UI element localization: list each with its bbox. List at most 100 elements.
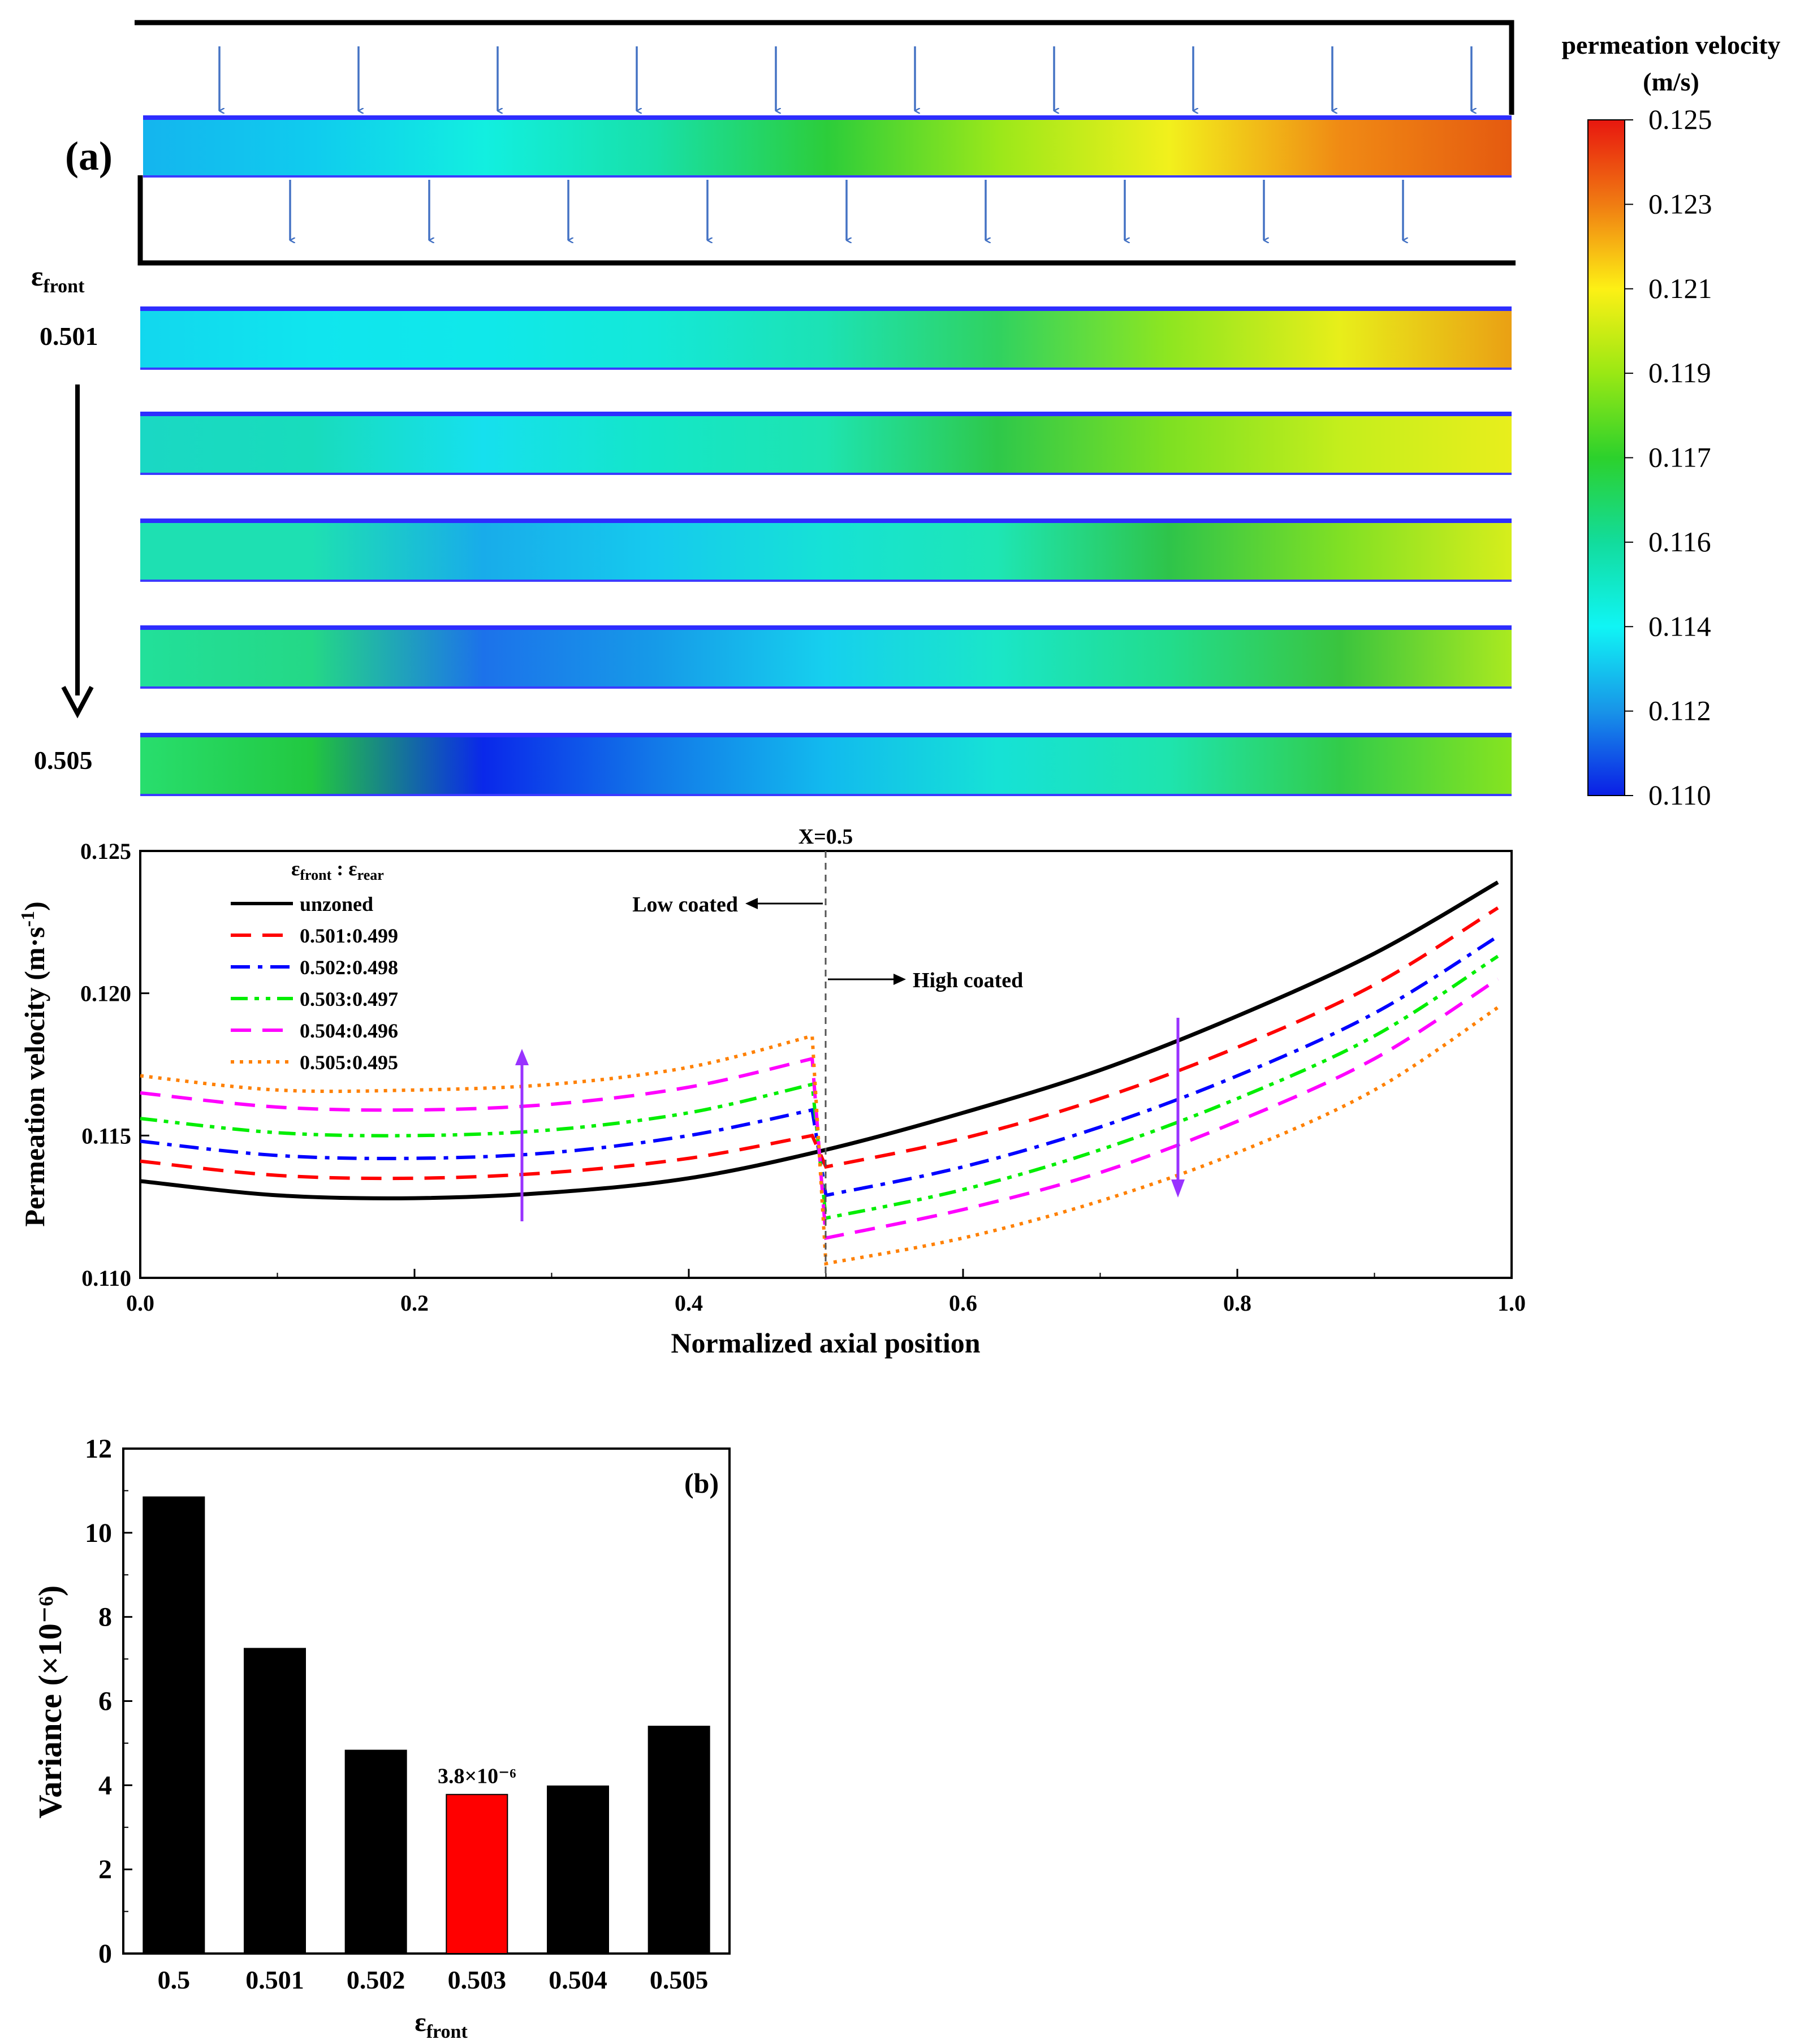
bar-chart-bars: 3.8×10⁻⁶ — [143, 1496, 710, 1955]
colorbar-unit: (m/s) — [1643, 67, 1699, 96]
channel-wall-bottom — [137, 175, 1516, 266]
series-line — [140, 935, 1499, 1198]
bar-x-tick-label: 0.501 — [245, 1965, 304, 1994]
ylabel-exp: -1 — [18, 911, 38, 927]
y-tick-label: 0.125 — [80, 839, 131, 864]
legend-title: εfront : εrear — [291, 857, 384, 883]
x-tick-label: 0.6 — [949, 1290, 977, 1316]
series-line — [140, 906, 1499, 1181]
epsilon-direction-arrowhead — [61, 686, 94, 719]
series-line — [140, 977, 1499, 1241]
legend-title-sub-rear: rear — [357, 867, 384, 883]
ylabel-close: ) — [19, 901, 50, 911]
line-chart-ylabel: Permeation velocity (m·s-1) — [18, 901, 50, 1226]
bar-x-tick-label: 0.504 — [549, 1965, 607, 1994]
colorbar-tick-label: 0.116 — [1648, 526, 1711, 558]
bar-y-tick-label: 10 — [85, 1518, 112, 1548]
high-coated-label: High coated — [913, 969, 1023, 992]
bar-y-tick-label: 2 — [98, 1855, 112, 1885]
bar-x-tick-label: 0.505 — [650, 1965, 709, 1994]
flow-arrows — [218, 46, 1471, 240]
colorbar-title: permeation velocity — [1561, 31, 1780, 59]
bar-xlabel-symbol: ε — [415, 2007, 426, 2037]
line-chart: 0.0 0.2 0.4 0.6 0.8 1.0 0.110 0.115 0.120 0.125 X… — [18, 825, 1526, 1359]
bar-chart-xlabel: εfront — [415, 2007, 468, 2042]
bar — [547, 1785, 609, 1955]
x-tick-label: 0.4 — [675, 1290, 703, 1316]
epsilon-start-value: 0.501 — [40, 322, 98, 351]
contour-strip — [143, 115, 1512, 178]
contour-strip — [140, 625, 1512, 689]
legend-entry: 0.503:0.497 — [300, 988, 398, 1010]
legend-title-eps-front: ε — [291, 857, 300, 880]
bar-chart-frame — [122, 1447, 731, 1955]
bar-y-tick-label: 4 — [98, 1770, 112, 1800]
high-coated-arrowhead — [893, 974, 906, 985]
bar-data-label: 3.8×10⁻⁶ — [438, 1765, 516, 1788]
strip-wall-top — [140, 625, 1512, 630]
bar-y-tick-label: 0 — [98, 1939, 112, 1969]
series-line — [140, 1006, 1499, 1266]
legend-title-colon: : ε — [331, 857, 357, 880]
bar-y-tick-label: 8 — [98, 1602, 112, 1632]
ylabel-main: Permeation velocity (m·s — [19, 927, 50, 1226]
colorbar-ticks: 0.125 0.123 0.121 0.119 0.117 0.116 0.114 0.112… — [1625, 103, 1712, 811]
legend-entry: 0.504:0.496 — [300, 1019, 398, 1042]
colorbar-tick-label: 0.112 — [1648, 695, 1711, 727]
line-chart-xlabel: Normalized axial position — [671, 1327, 980, 1359]
strip-wall-bottom — [140, 686, 1512, 689]
epsilon-subscript: front — [43, 276, 85, 297]
panel-b-label: (b) — [684, 1467, 719, 1499]
colorbar-tick-label: 0.119 — [1648, 357, 1711, 388]
bar — [446, 1794, 508, 1955]
bar-xlabel-sub: front — [426, 2021, 468, 2042]
strip-wall-top — [140, 412, 1512, 416]
epsilon-symbol: ε — [31, 260, 43, 292]
x-tick-label: 0.8 — [1223, 1290, 1251, 1316]
contour-strip — [140, 733, 1512, 796]
bar — [143, 1496, 205, 1954]
strip-wall-top — [140, 518, 1512, 523]
bar-y-tick-label: 6 — [98, 1687, 112, 1717]
low-coated-arrowhead — [745, 898, 758, 909]
colorbar-tick-label: 0.114 — [1648, 610, 1711, 642]
strip-wall-bottom — [140, 794, 1512, 796]
panel-a-label: (a) — [65, 133, 113, 179]
bar-y-tick-label: 12 — [85, 1434, 112, 1464]
trend-arrow-up-head — [515, 1049, 529, 1065]
y-tick-label: 0.120 — [80, 981, 131, 1006]
bar-x-tick-label: 0.503 — [448, 1965, 507, 1994]
colorbar-tick-label: 0.121 — [1648, 273, 1712, 304]
bar — [244, 1648, 306, 1955]
contour-strip — [140, 412, 1512, 475]
y-tick-label: 0.115 — [81, 1123, 131, 1148]
strip-wall-top — [140, 306, 1512, 311]
colorbar-tick-label: 0.117 — [1648, 442, 1711, 473]
trend-arrow-down-head — [1171, 1179, 1185, 1198]
bar-chart-ylabel: Variance (×10⁻⁶) — [32, 1585, 68, 1818]
channel-wall-top — [135, 20, 1514, 115]
bar-chart: 0 2 4 6 8 10 12 0.5 0.501 0.502 0.503 0.504 0.505 3.… — [32, 1434, 731, 2042]
contour-strip — [140, 306, 1512, 370]
strip-wall-bottom — [140, 473, 1512, 475]
low-coated-label: Low coated — [632, 893, 738, 917]
legend-title-sub-front: front — [300, 867, 331, 883]
x-tick-label: 0.0 — [126, 1290, 154, 1316]
colorbar-gradient — [1587, 119, 1625, 796]
colorbar-tick-label: 0.125 — [1648, 103, 1712, 135]
line-chart-legend: εfront : εrear unzoned 0.501:0.499 0.502:0… — [231, 857, 398, 1074]
epsilon-end-value: 0.505 — [34, 746, 93, 775]
legend-entry: unzoned — [300, 893, 373, 915]
epsilon-front-label: εfront — [31, 260, 85, 297]
colorbar-tick-label: 0.110 — [1648, 779, 1711, 811]
legend-entry: 0.501:0.499 — [300, 924, 398, 947]
strip-wall-bottom — [140, 368, 1512, 370]
x-tick-label: 0.2 — [400, 1290, 429, 1316]
strip-wall-bottom — [143, 175, 1512, 178]
x-marker-label: X=0.5 — [798, 825, 853, 849]
line-chart-ticks: 0.0 0.2 0.4 0.6 0.8 1.0 0.110 0.115 0.120 0.125 — [80, 839, 1526, 1316]
bar — [344, 1749, 407, 1954]
series-line — [140, 954, 1499, 1220]
strip-wall-top — [143, 115, 1512, 120]
legend-entry: 0.502:0.498 — [300, 956, 398, 979]
